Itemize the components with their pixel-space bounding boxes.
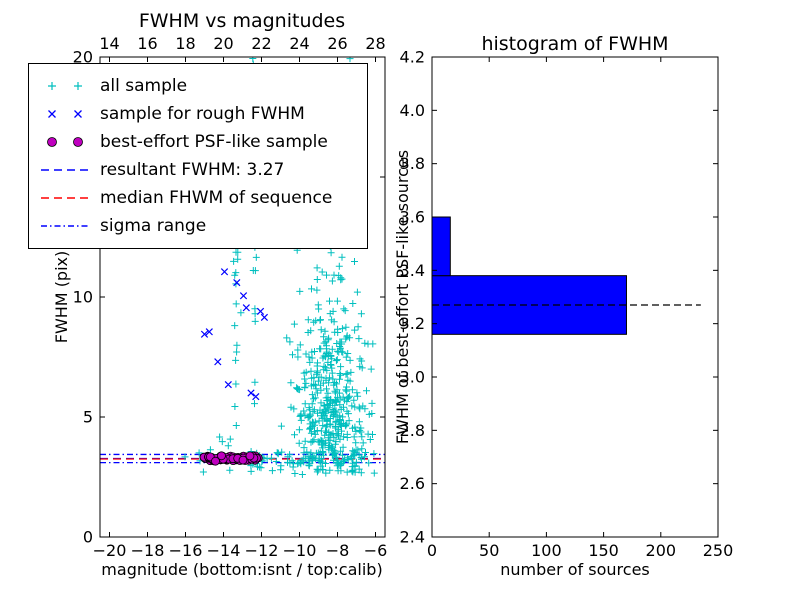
- histogram-bar: [431, 275, 627, 335]
- y-tick-label: 3.6: [400, 208, 425, 227]
- legend: all sample sample for rough FWHM best-effo…: [28, 63, 368, 249]
- x-tick-label: 50: [479, 541, 499, 560]
- legend-entry-best-effort-psf-like-sample: best-effort PSF-like sample: [39, 128, 357, 156]
- legend-entry-all-sample: all sample: [39, 72, 357, 100]
- circle-marker-icon: [47, 137, 57, 147]
- top-x-tick-label: 16: [137, 34, 157, 53]
- top-x-tick-label: 26: [327, 34, 347, 53]
- y-tick-label: 5: [83, 408, 93, 427]
- plus-marker-icon: [48, 82, 56, 90]
- x-tick-label: −10: [283, 541, 317, 560]
- legend-label: resultant FWHM: 3.27: [100, 160, 285, 180]
- x-tick-label: 250: [703, 541, 734, 560]
- legend-marker-sample-icon: [48, 110, 82, 118]
- legend-label: sigma range: [100, 216, 207, 236]
- right-plot-title: histogram of FWHM: [481, 33, 669, 55]
- left-plot: −20 14 −18 16 −16 18 −14 20 −12 22 −10 24 −8 26 −6 28 0 5…: [73, 34, 388, 560]
- x-tick-label: −6: [364, 541, 388, 560]
- x-tick-label: 100: [531, 541, 562, 560]
- top-x-tick-label: 20: [213, 34, 233, 53]
- x-tick-label: −20: [93, 541, 127, 560]
- right-plot: 0 50 100 150 200 250 2.4 2.6 2.8 3.0 3.2 3.4 3.6 3.8 4…: [400, 48, 734, 561]
- x-tick-label: −8: [326, 541, 350, 560]
- scatter-sample-for-rough-fwhm: [200, 268, 269, 401]
- top-x-tick-label: 18: [175, 34, 195, 53]
- histogram-bars: [431, 216, 627, 335]
- right-plot-xlabel: number of sources: [500, 560, 650, 579]
- legend-label: all sample: [100, 76, 188, 96]
- legend-entry-resultant-fwhm-3-27: resultant FWHM: 3.27: [39, 156, 357, 184]
- top-x-tick-label: 28: [365, 34, 385, 53]
- x-marker-icon: [74, 110, 82, 118]
- y-tick-label: 4.2: [400, 48, 425, 67]
- legend-entry-sample-for-rough-fwhm: sample for rough FWHM: [39, 100, 357, 128]
- scatter-best-effort-psf-like-sample: [199, 451, 263, 466]
- top-x-tick-label: 24: [289, 34, 309, 53]
- axes-frame: [431, 56, 719, 538]
- legend-line-sample-icon: [41, 197, 89, 199]
- circle-marker-icon: [73, 137, 83, 147]
- legend-line-sample-icon: [41, 225, 89, 227]
- top-x-tick-label: 14: [99, 34, 119, 53]
- y-tick-label: 4.0: [400, 101, 425, 120]
- x-tick-label: −18: [131, 541, 165, 560]
- right-plot-ylabel: FWHM of best-effort PSF-like sources: [393, 149, 412, 445]
- legend-line-sample-icon: [41, 169, 89, 171]
- legend-entry-sigma-range: sigma range: [39, 212, 357, 240]
- scatter-all-sample: [181, 57, 378, 478]
- y-tick-label: 3.2: [400, 314, 425, 333]
- legend-entry-median-fhwm-of-sequence: median FHWM of sequence: [39, 184, 357, 212]
- histogram-bar: [431, 216, 451, 277]
- psf-sample-point: [217, 451, 226, 461]
- left-plot-title: FWHM vs magnitudes: [138, 10, 346, 32]
- legend-marker-sample-icon: [47, 137, 83, 147]
- psf-sample-point: [245, 451, 255, 461]
- plus-marker-icon: [74, 82, 82, 90]
- psf-sample-point: [211, 456, 220, 466]
- y-tick-label: 3.0: [400, 368, 425, 387]
- left-plot-data: [100, 57, 385, 478]
- x-marker-icon: [48, 110, 56, 118]
- legend-label: best-effort PSF-like sample: [100, 132, 328, 152]
- legend-label: median FHWM of sequence: [100, 188, 333, 208]
- y-tick-label: 2.4: [400, 528, 425, 547]
- x-tick-label: −16: [169, 541, 203, 560]
- y-tick-label: 10: [73, 288, 93, 307]
- top-x-tick-label: 22: [251, 34, 271, 53]
- x-tick-label: 150: [588, 541, 619, 560]
- x-tick-label: 200: [646, 541, 677, 560]
- x-tick-label: −12: [245, 541, 279, 560]
- y-tick-label: 0: [83, 528, 93, 547]
- y-tick-label: 20: [73, 48, 93, 67]
- y-tick-label: 3.8: [400, 154, 425, 173]
- legend-marker-sample-icon: [48, 82, 82, 90]
- y-tick-label: 3.4: [400, 261, 425, 280]
- x-tick-label: 0: [427, 541, 437, 560]
- legend-label: sample for rough FWHM: [100, 104, 305, 124]
- x-tick-label: −14: [207, 541, 241, 560]
- left-plot-xlabel: magnitude (bottom:isnt / top:calib): [101, 560, 383, 579]
- psf-sample-point: [238, 455, 248, 465]
- y-tick-label: 2.8: [400, 421, 425, 440]
- y-tick-label: 2.6: [400, 474, 425, 493]
